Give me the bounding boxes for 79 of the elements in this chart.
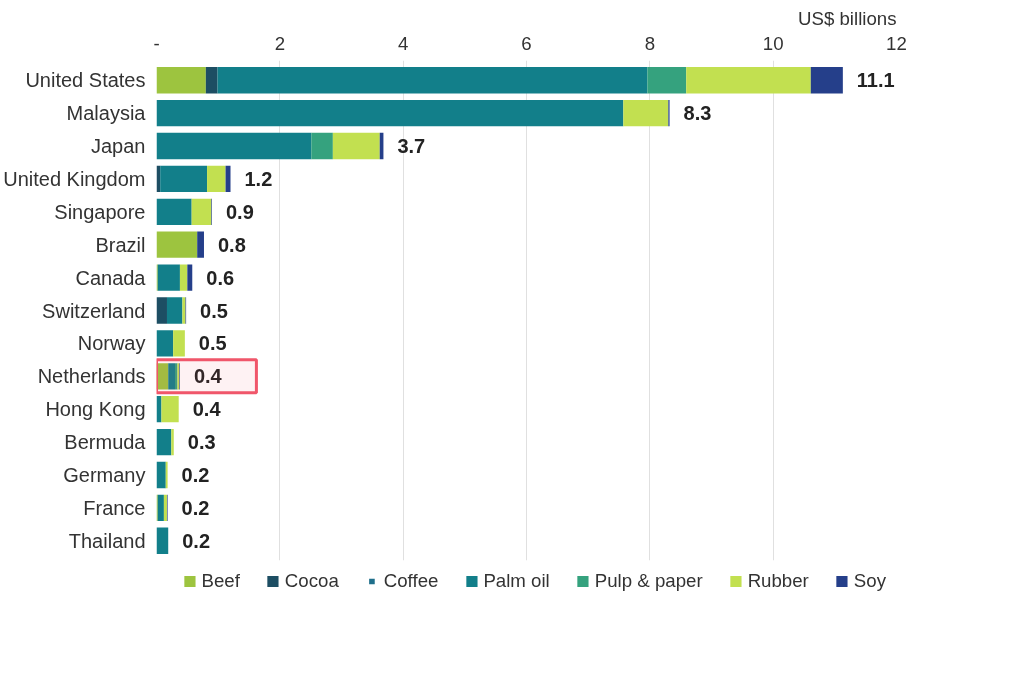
x-tick-label: 4 xyxy=(397,32,409,54)
x-axis-title: US$ billions xyxy=(797,7,897,29)
x-tick-label: 12 xyxy=(886,32,907,54)
bar xyxy=(332,132,380,160)
total-label: 0.3 xyxy=(187,431,216,454)
total-label: 11.1 xyxy=(856,69,895,92)
legend-label: Beef xyxy=(201,570,240,592)
y-tick-label: Malaysia xyxy=(66,102,147,125)
bar xyxy=(207,165,226,193)
legend-label: Soy xyxy=(853,570,886,592)
x-tick-label: 10 xyxy=(762,32,784,54)
total-label: 0.4 xyxy=(192,398,222,421)
total-label: 1.2 xyxy=(244,167,273,190)
y-tick-label: Netherlands xyxy=(37,365,146,388)
legend-label: Pulp & paper xyxy=(594,570,703,592)
bar xyxy=(156,231,198,258)
bar xyxy=(623,99,669,127)
legend-label: Coffee xyxy=(383,570,439,592)
x-tick-label: 6 xyxy=(521,32,532,54)
bar xyxy=(217,67,648,94)
bar xyxy=(179,264,188,291)
x-tick-label: 2 xyxy=(274,32,286,54)
bar xyxy=(197,231,204,258)
bar xyxy=(171,428,174,456)
bar xyxy=(168,363,175,390)
bar xyxy=(156,363,169,390)
bar xyxy=(157,494,164,522)
bar xyxy=(163,494,167,522)
total-label: 8.3 xyxy=(683,102,712,125)
total-label: 0.2 xyxy=(181,463,210,486)
bar xyxy=(156,428,172,456)
bar xyxy=(156,132,312,160)
bar xyxy=(647,67,687,94)
bar xyxy=(686,67,811,94)
y-tick-label: Thailand xyxy=(68,529,146,552)
bar xyxy=(157,264,180,291)
legend-label: Cocoa xyxy=(284,570,339,592)
bar xyxy=(156,330,174,357)
y-tick-label: Bermuda xyxy=(64,431,147,454)
y-tick-label: United Kingdom xyxy=(3,167,146,190)
total-label: 0.8 xyxy=(217,233,246,256)
y-tick-label: United States xyxy=(25,69,146,92)
total-label: 0.2 xyxy=(181,496,210,519)
y-tick-label: France xyxy=(83,496,146,519)
y-tick-label: Brazil xyxy=(95,233,146,256)
x-tick-label: - xyxy=(153,32,160,54)
total-label: 3.7 xyxy=(397,135,426,158)
x-tick-label: 8 xyxy=(644,32,656,54)
y-tick-label: Norway xyxy=(77,332,146,355)
bar xyxy=(810,67,843,94)
bar xyxy=(156,297,167,324)
total-label: 0.5 xyxy=(200,299,228,322)
bar xyxy=(205,67,218,94)
bar xyxy=(156,67,206,94)
legend-label: Palm oil xyxy=(483,570,550,592)
bar xyxy=(225,165,231,193)
bar xyxy=(166,297,183,324)
y-tick-label: Germany xyxy=(63,463,146,486)
y-tick-label: Switzerland xyxy=(42,299,146,322)
bar xyxy=(187,264,193,291)
bar xyxy=(173,330,185,357)
bar xyxy=(156,99,624,127)
bar xyxy=(156,461,166,489)
total-label: 0.5 xyxy=(198,332,227,355)
bar xyxy=(156,527,169,554)
y-tick-label: Singapore xyxy=(54,200,146,223)
total-label: 0.2 xyxy=(182,529,211,552)
y-tick-label: Japan xyxy=(91,135,146,158)
bar xyxy=(161,396,179,423)
total-label: 0.6 xyxy=(206,266,235,289)
total-label: 0.4 xyxy=(193,365,223,388)
total-label: 0.9 xyxy=(226,200,254,223)
bar xyxy=(156,198,192,225)
y-tick-label: Hong Kong xyxy=(45,398,146,421)
y-tick-label: Canada xyxy=(75,266,147,289)
legend-label: Rubber xyxy=(747,570,809,592)
bar xyxy=(311,132,333,160)
bar xyxy=(160,165,208,193)
bar xyxy=(191,198,212,225)
